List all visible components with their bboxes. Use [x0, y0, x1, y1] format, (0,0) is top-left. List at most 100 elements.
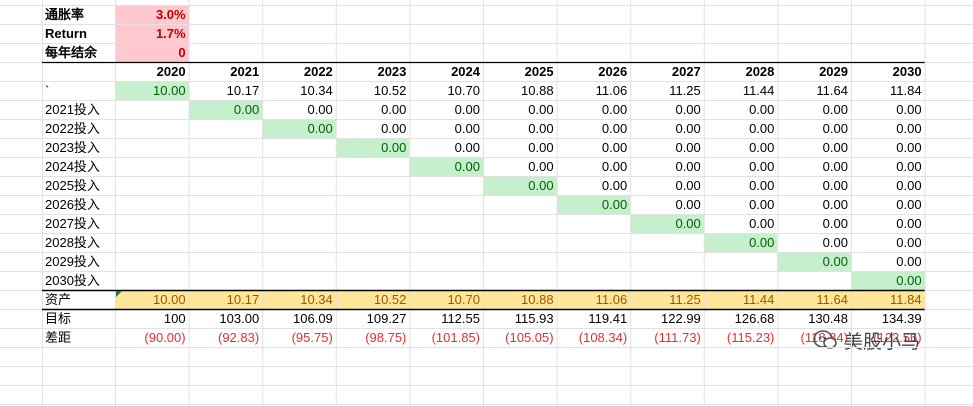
investment-cell: 0.00 [896, 159, 922, 174]
gap-cell: (105.05) [505, 330, 554, 345]
investment-cell: 0.00 [822, 178, 848, 193]
investment-cell: 0.00 [896, 121, 922, 136]
year-header: 2027 [671, 64, 701, 79]
investment-cell: 0.00 [528, 102, 554, 117]
row-label: ` [45, 83, 50, 98]
value-cell: 10.52 [373, 83, 407, 98]
asset-cell: 11.64 [777, 290, 851, 309]
row-label: 目标 [45, 311, 72, 326]
row-label: 资产 [45, 292, 72, 307]
gap-cell: (115.23) [726, 330, 775, 345]
target-cell: 115.93 [514, 311, 554, 326]
investment-cell: 0.00 [822, 235, 848, 250]
investment-cell: 0.00 [675, 197, 701, 212]
asset-cell: 10.00 [115, 290, 189, 309]
gap-cell: (122.56) [873, 330, 922, 345]
asset-cell: 10.70 [409, 290, 483, 309]
investment-cell: 0.00 [381, 102, 407, 117]
investment-cell: 0.00 [675, 121, 701, 136]
row-label: 2028投入 [45, 235, 100, 250]
investment-cell: 0.00 [528, 121, 554, 136]
investment-cell: 0.00 [822, 102, 848, 117]
gap-cell: (111.73) [654, 330, 701, 345]
investment-cell: 0.00 [777, 252, 851, 271]
investment-cell: 0.00 [749, 178, 775, 193]
investment-cell: 0.00 [675, 102, 701, 117]
target-cell: 134.39 [881, 311, 922, 326]
row-label: 2025投入 [45, 178, 100, 193]
year-header: 2025 [524, 64, 554, 79]
target-cell: 100 [163, 311, 186, 326]
value-cell: 11.25 [669, 83, 701, 98]
year-header: 2029 [819, 64, 848, 79]
value-cell: 11.44 [742, 83, 775, 98]
investment-cell: 0.00 [601, 178, 628, 193]
watermark-text: 美股小马 [844, 331, 921, 353]
investment-cell: 0.00 [409, 157, 483, 176]
investment-cell: 0.00 [896, 235, 922, 250]
row-label: 2023投入 [45, 140, 100, 155]
investment-cell: 0.00 [675, 178, 701, 193]
investment-cell: 0.00 [307, 102, 333, 117]
year-header: 2021 [230, 64, 260, 79]
investment-cell: 0.00 [851, 271, 925, 290]
row-label: 差距 [45, 330, 72, 345]
row-label: 2021投入 [45, 102, 100, 117]
investment-cell: 0.00 [822, 197, 848, 212]
value-cell: 11.84 [890, 83, 922, 98]
value-cell: 10.00 [115, 81, 189, 100]
investment-cell: 0.00 [896, 102, 922, 117]
investment-cell: 0.00 [822, 159, 848, 174]
investment-cell: 0.00 [335, 138, 410, 157]
investment-cell: 0.00 [601, 102, 628, 117]
asset-cell: 10.17 [188, 290, 263, 309]
asset-cell: 10.34 [262, 290, 336, 309]
investment-cell: 0.00 [601, 140, 628, 155]
row-label: 2027投入 [45, 216, 100, 231]
investment-cell: 0.00 [188, 100, 263, 119]
gap-cell: (98.75) [365, 330, 407, 345]
param-label: 通胀率 [45, 7, 85, 22]
investment-cell: 0.00 [822, 216, 848, 231]
value-cell: 10.34 [300, 83, 333, 98]
investment-cell: 0.00 [749, 216, 775, 231]
investment-cell: 0.00 [675, 159, 701, 174]
param-value: 3.0% [115, 5, 189, 24]
year-header: 2024 [451, 64, 480, 79]
investment-cell: 0.00 [896, 197, 922, 212]
investment-cell: 0.00 [896, 216, 922, 231]
asset-cell: 11.06 [556, 290, 631, 309]
target-cell: 109.27 [366, 311, 407, 326]
row-label: 2026投入 [45, 197, 100, 212]
investment-cell: 0.00 [749, 102, 775, 117]
investment-cell: 0.00 [483, 176, 557, 195]
asset-cell: 10.52 [335, 290, 410, 309]
target-cell: 119.41 [588, 311, 628, 326]
watermark: 美股小马 [812, 327, 920, 353]
row-label: 2022投入 [45, 121, 100, 136]
investment-cell: 0.00 [896, 140, 922, 155]
investment-cell: 0.00 [528, 159, 554, 174]
value-cell: 10.88 [521, 83, 554, 98]
year-header: 2023 [377, 64, 407, 79]
year-header: 2026 [598, 64, 628, 79]
row-label: 2024投入 [45, 159, 100, 174]
investment-cell: 0.00 [896, 254, 922, 269]
investment-cell: 0.00 [630, 214, 704, 233]
gap-cell: (101.85) [431, 330, 480, 345]
investment-cell: 0.00 [454, 140, 480, 155]
param-label: 每年结余 [45, 45, 98, 60]
value-cell: 10.17 [226, 83, 260, 98]
target-cell: 122.99 [661, 311, 701, 326]
asset-cell: 10.88 [483, 290, 557, 309]
gap-cell: (92.83) [217, 330, 260, 345]
target-cell: 130.48 [808, 311, 848, 326]
asset-cell: 11.84 [851, 290, 925, 309]
gap-cell: (108.34) [578, 330, 628, 345]
row-label: 2029投入 [45, 254, 100, 269]
investment-cell: 0.00 [381, 121, 407, 136]
investment-cell: 0.00 [262, 119, 336, 138]
row-label: 2030投入 [45, 273, 100, 288]
year-header: 2028 [745, 64, 775, 79]
gap-cell: (95.75) [291, 330, 333, 345]
